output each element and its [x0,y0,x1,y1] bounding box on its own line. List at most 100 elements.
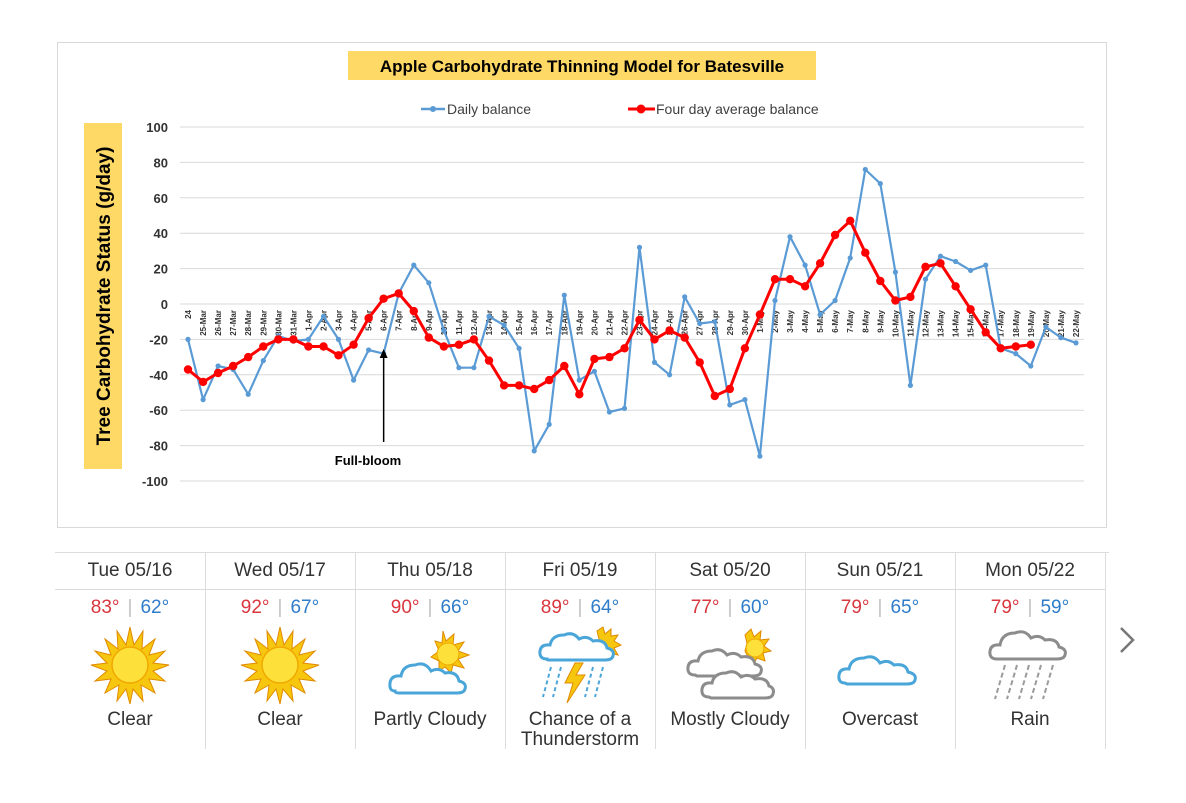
four-day-average-point [514,381,524,390]
y-tick-label: 40 [154,226,168,241]
daily-balance-point [892,269,899,275]
daily-balance-point [1043,324,1049,330]
forecast-day-mon[interactable]: Mon 05/22 79° | 59° Rain [955,553,1106,749]
forecast-date: Tue 05/16 [55,553,205,590]
four-day-average-point [906,292,915,302]
y-tick-label: -80 [149,439,168,454]
four-day-average-point [545,375,554,385]
x-tick-label: 17-Apr [545,310,554,335]
x-tick-label: 18-May [1012,309,1021,337]
daily-balance-point [667,372,673,378]
four-day-average-point [469,335,479,344]
full-bloom-arrow-head [379,349,388,358]
thunderstorm-icon [538,626,623,704]
daily-balance-point [426,280,432,286]
x-tick-label: 15-Apr [515,310,524,335]
x-tick-label: 16-Apr [530,310,539,335]
daily-balance-point [606,409,613,415]
daily-balance-point [351,377,357,383]
x-tick-label: 10-Apr [440,310,449,335]
y-tick-label: 80 [154,155,168,170]
daily-balance-point [185,336,191,342]
daily-balance-point [922,276,929,282]
forecast-date: Mon 05/22 [955,553,1105,590]
x-tick-label: 7-May [846,309,855,332]
high-temp: 79° [990,597,1020,618]
x-tick-label: 24 [184,309,193,318]
daily-balance-point [501,322,507,328]
four-day-average-point [319,342,328,351]
daily-balance-point [968,267,974,273]
daily-balance-point [621,405,628,411]
daily-balance-point [697,320,703,327]
chevron-right-icon[interactable] [1115,622,1139,658]
four-day-average-point [590,354,599,364]
daily-balance-point [516,345,522,351]
daily-balance-point [366,347,372,353]
forecast-date: Sat 05/20 [655,553,805,590]
high-temp: 79° [840,597,870,618]
x-tick-label: 10-May [891,309,900,337]
four-day-average-point [394,289,403,298]
y-tick-label: 0 [161,297,168,312]
x-tick-label: 29-Mar [259,310,268,336]
four-day-average-point [183,365,193,374]
x-tick-label: 25-Mar [199,310,208,336]
daily-balance-point [983,262,989,268]
forecast-condition: Partly Cloudy [373,709,487,730]
x-tick-label: 25-Apr [666,310,675,335]
four-day-average-point [861,248,870,257]
four-day-average-point [785,275,795,284]
four-day-average-point [755,310,765,319]
forecast-day-wed[interactable]: Wed 05/17 92° | 67° Clear [205,553,356,749]
forecast-temps: 92° | 67° [205,597,355,619]
forecast-day-thu[interactable]: Thu 05/18 90° | 66° Partly Cloudy [355,553,506,749]
y-tick-label: 20 [154,262,168,277]
four-day-average-point [560,361,569,371]
x-tick-label: 22-Apr [620,310,629,335]
four-day-average-point [530,384,539,394]
x-tick-label: 18-Apr [560,310,569,335]
chart-title-background [348,51,816,80]
forecast-day-sat[interactable]: Sat 05/20 77° | 60° Mostly Cloudy [655,553,806,749]
four-day-average-point [770,275,780,284]
forecast-day-fri[interactable]: Fri 05/19 89° | 64° Chance of a Thundersto… [505,553,656,750]
forecast-day-sun[interactable]: Sun 05/21 79° | 65° Overcast [805,553,956,749]
daily-balance-point [907,382,914,388]
daily-balance-point [937,253,944,259]
forecast-day-tue[interactable]: Tue 05/16 83° | 62° Clear [55,553,206,749]
daily-balance-point [636,244,643,250]
daily-balance-point [862,166,868,173]
daily-balance-point [335,336,342,342]
daily-balance-point [817,312,823,318]
daily-balance-point [320,313,327,319]
four-day-average-point [966,305,975,314]
four-day-average-point [484,356,494,365]
daily-balance-point [1013,351,1019,357]
four-day-average-point [605,352,614,362]
four-day-average-point [575,390,584,399]
four-day-average-point [349,340,358,349]
temp-separator: | [577,597,583,618]
forecast-temps: 90° | 66° [355,597,505,619]
y-axis-label-background [84,123,122,469]
grid-lines [180,126,1084,482]
forecast-condition: Chance of a Thunderstorm [520,709,640,750]
y-tick-label: -20 [149,332,168,347]
four-day-average-point [274,335,283,344]
four-day-average-point [996,344,1005,353]
daily-balance-point [832,297,838,304]
legend-average-label: Four day average balance [656,101,819,117]
x-tick-label: 9-May [876,309,885,332]
y-tick-label: -100 [142,474,168,489]
forecast-condition: Rain [1010,709,1050,730]
forecast-condition: Mostly Cloudy [670,709,790,730]
forecast-date: Thu 05/18 [355,553,505,590]
four-day-average-line [187,219,1031,398]
x-tick-label: 5-May [816,309,825,332]
four-day-average-point [424,333,433,342]
low-temp: 59° [1040,597,1070,618]
x-tick-label: 16-May [982,309,991,337]
daily-balance-point [471,365,477,371]
four-day-average-point [981,328,990,337]
